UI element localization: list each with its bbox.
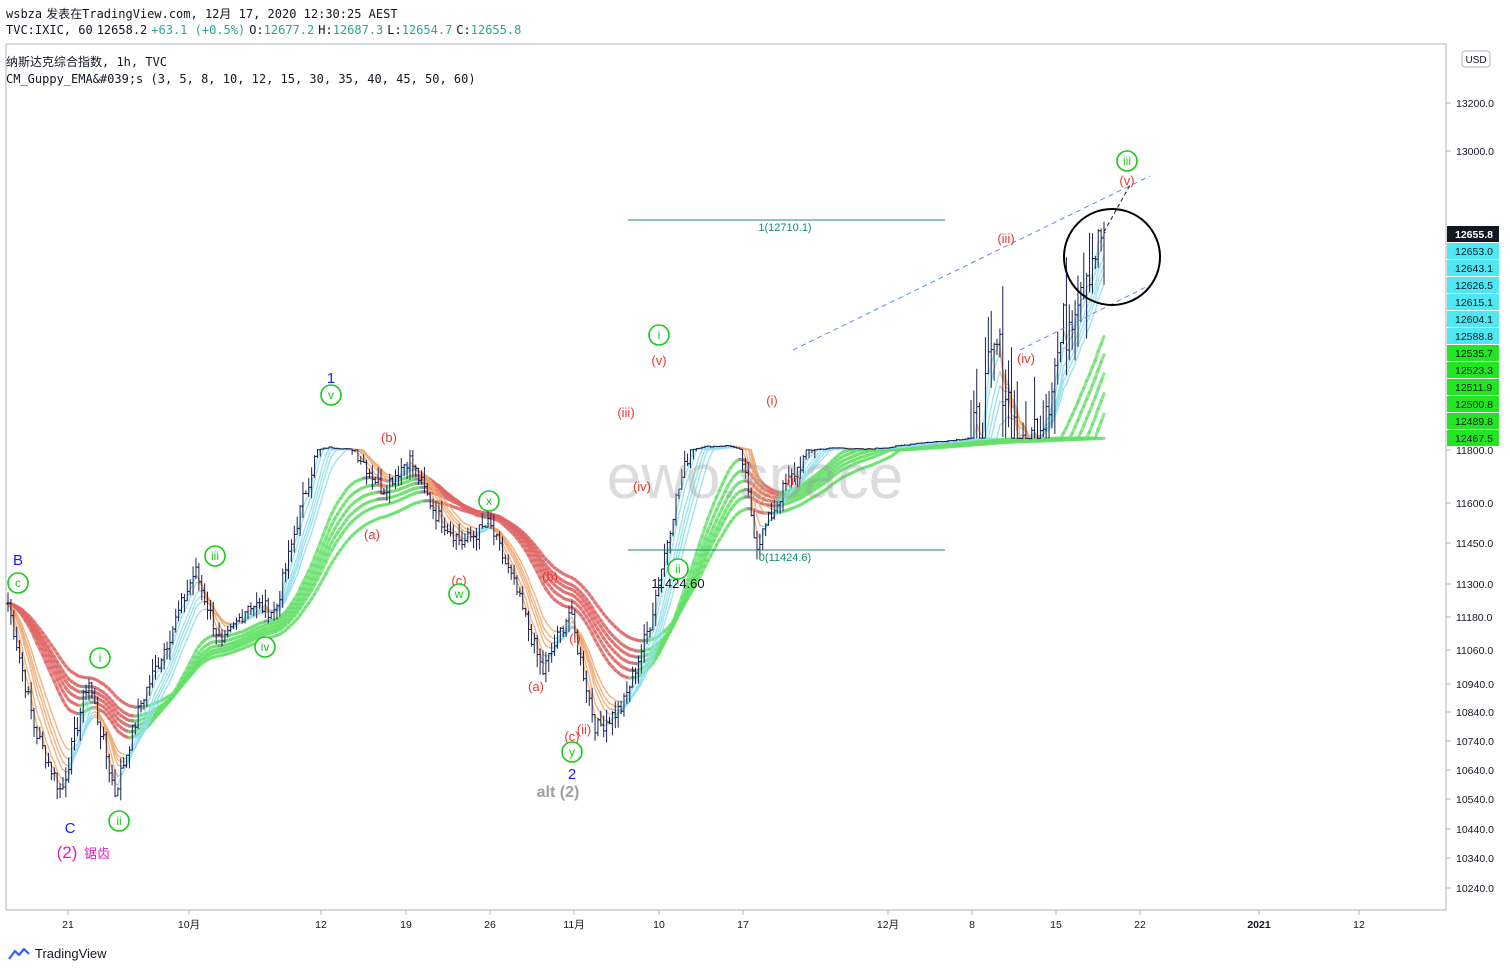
slow-ema-segment: [1099, 334, 1106, 346]
ohlc-bar: TVC:IXIC, 60 12658.2 +63.1 (+0.5%) O:12677.…: [6, 23, 525, 37]
close-value: 12655.8: [470, 23, 522, 37]
change-value: +63.1 (+0.5%): [151, 23, 246, 37]
slow-ema-segment: [1099, 372, 1106, 383]
guppy-ema-ribbons: [6, 233, 1106, 787]
last-price: 12658.2: [96, 23, 148, 37]
close-label: C:: [456, 23, 471, 37]
open-label: O:: [249, 23, 264, 37]
symbol-label: TVC:IXIC, 60: [6, 23, 93, 37]
author-name: wsbza: [6, 7, 43, 21]
slow-ema-segment: [1099, 353, 1106, 364]
low-value: 12654.7: [401, 23, 453, 37]
open-value: 12677.2: [263, 23, 315, 37]
publish-info: wsbza 发表在TradingView.com, 12月 17, 2020 12…: [6, 5, 402, 22]
published-line: 发表在TradingView.com, 12月 17, 2020 12:30:2…: [46, 7, 398, 21]
high-label: H:: [318, 23, 333, 37]
high-value: 12687.3: [332, 23, 384, 37]
low-label: L:: [387, 23, 402, 37]
